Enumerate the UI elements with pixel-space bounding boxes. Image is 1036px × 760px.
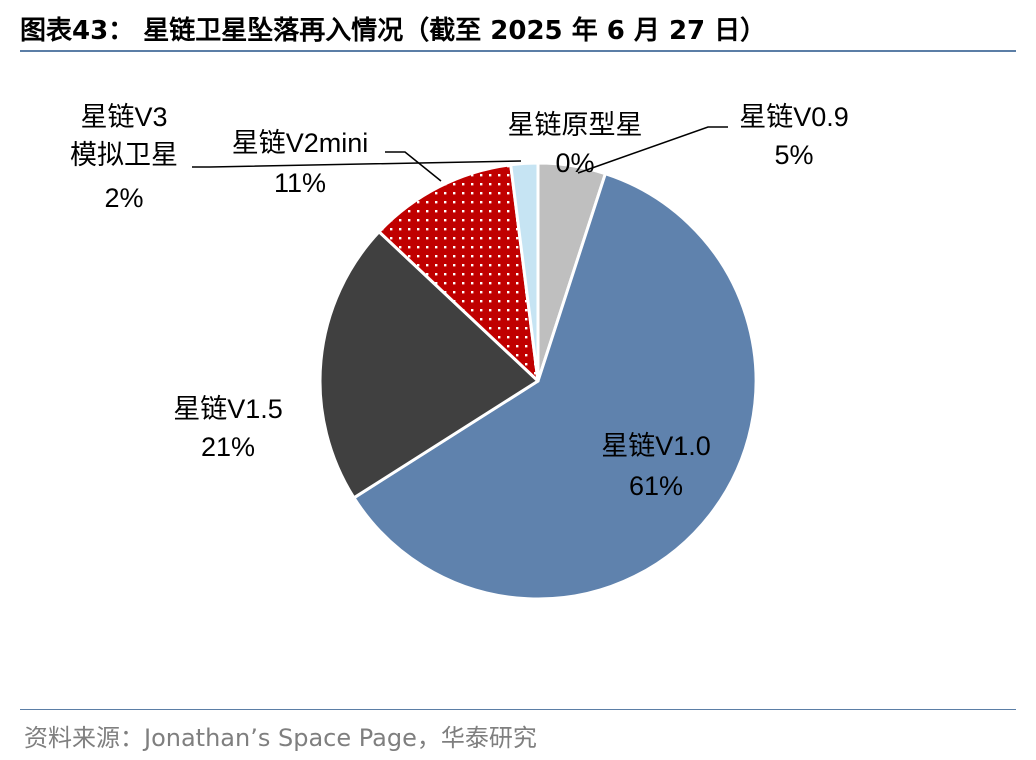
label-v10-value: 61% xyxy=(629,471,683,501)
label-prototype-name: 星链原型星 xyxy=(508,110,643,140)
label-v15-name: 星链V1.5 xyxy=(173,394,283,424)
leader-line-v2mini xyxy=(385,151,442,182)
leader-line-v3 xyxy=(192,160,522,168)
label-v3-name-line2: 模拟卫星 xyxy=(70,140,178,170)
label-v15-value: 21% xyxy=(201,432,255,462)
chart-title: 图表43： 星链卫星坠落再入情况（截至 2025 年 6 月 27 日） xyxy=(20,16,767,46)
leader-line-v09 xyxy=(577,126,728,174)
pie-slice-v2mini xyxy=(377,163,540,383)
label-prototype-value: 0% xyxy=(555,148,594,178)
pie-slice-v10 xyxy=(352,172,758,601)
label-v2mini-name: 星链V2mini xyxy=(232,128,369,158)
leader-lines xyxy=(192,126,728,182)
pie-slices xyxy=(318,161,758,601)
pie-slice-v15 xyxy=(318,230,540,500)
label-v2mini-value: 11% xyxy=(274,168,326,198)
source-note: 资料来源：Jonathan’s Space Page，华泰研究 xyxy=(24,724,537,752)
title-divider xyxy=(20,50,1016,52)
label-v09-value: 5% xyxy=(774,140,813,170)
label-v3-value: 2% xyxy=(104,183,143,213)
label-v3-name-line1: 星链V3 xyxy=(80,102,167,132)
pie-slice-v3 xyxy=(509,161,540,383)
label-v10-name: 星链V1.0 xyxy=(601,431,711,461)
label-v09-name: 星链V0.9 xyxy=(739,102,849,132)
pie-chart: 星链原型星 0% 星链V0.9 5% 星链V1.0 61% 星链V1.5 21%… xyxy=(70,102,849,601)
footer-divider xyxy=(20,709,1016,710)
